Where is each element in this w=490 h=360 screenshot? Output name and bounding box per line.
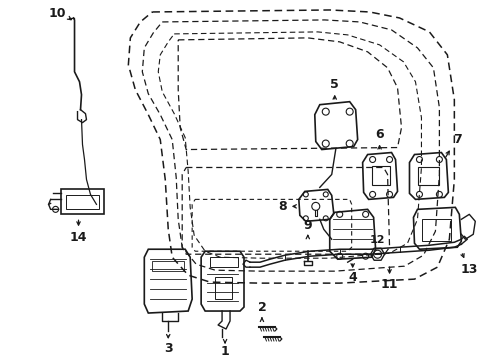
Text: 11: 11 bbox=[381, 278, 398, 291]
Text: 1: 1 bbox=[220, 345, 229, 359]
Text: 10: 10 bbox=[49, 8, 66, 21]
Text: 7: 7 bbox=[453, 133, 462, 146]
Text: 13: 13 bbox=[461, 263, 478, 276]
Text: 6: 6 bbox=[375, 128, 384, 141]
Text: 8: 8 bbox=[279, 200, 287, 213]
Text: 2: 2 bbox=[258, 301, 267, 314]
Text: 9: 9 bbox=[303, 219, 312, 232]
Text: 5: 5 bbox=[330, 78, 339, 91]
Text: 12: 12 bbox=[370, 235, 385, 245]
Text: 4: 4 bbox=[348, 271, 357, 284]
Text: 14: 14 bbox=[70, 231, 87, 244]
Text: 3: 3 bbox=[164, 342, 172, 355]
